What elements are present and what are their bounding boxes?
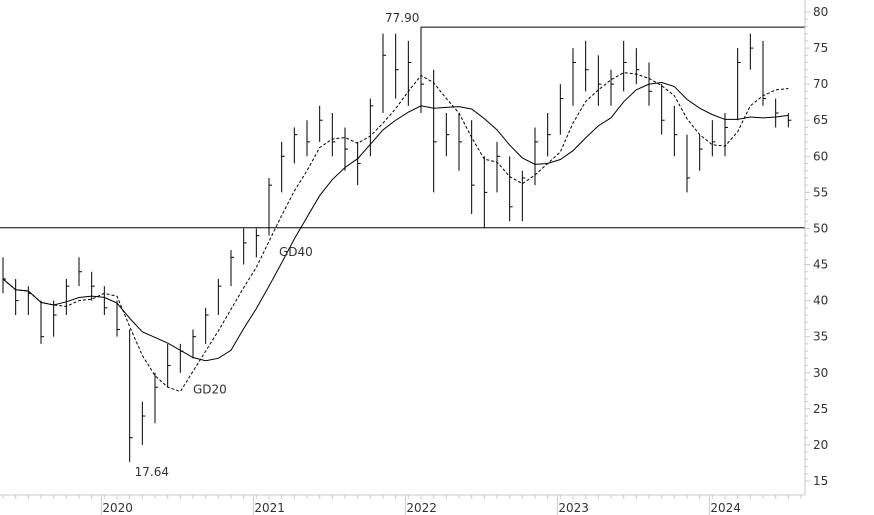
- price-bar: [357, 141, 361, 186]
- price-bar: [395, 33, 399, 99]
- price-bar: [27, 286, 32, 316]
- y-tick-label: 55: [813, 185, 828, 199]
- price-bar: [749, 33, 754, 70]
- price-bar: [686, 134, 690, 193]
- price-bar: [661, 84, 665, 135]
- y-tick-label: 25: [813, 402, 828, 416]
- y-tick-label: 20: [813, 438, 828, 452]
- price-bar: [205, 307, 209, 344]
- x-tick-label: 2021: [254, 501, 285, 515]
- y-tick-label: 65: [813, 113, 828, 127]
- price-bar: [129, 329, 133, 462]
- price-bar: [2, 257, 6, 294]
- price-bar: [382, 33, 386, 114]
- price-bar: [217, 278, 222, 316]
- price-bar: [445, 113, 450, 157]
- price-bar: [78, 257, 82, 287]
- y-tick-label: 35: [813, 330, 828, 344]
- price-bar: [610, 69, 614, 106]
- price-bar: [559, 84, 564, 135]
- price-bar: [597, 55, 602, 106]
- y-tick-label: 80: [813, 5, 828, 19]
- ma-label: GD20: [193, 382, 227, 396]
- price-bar: [521, 170, 526, 222]
- price-bar: [547, 113, 551, 157]
- price-bar: [319, 105, 323, 142]
- y-tick-label: 50: [813, 221, 828, 235]
- ma-label: GD40: [279, 245, 313, 259]
- price-bar: [255, 228, 260, 258]
- price-bar: [458, 113, 462, 171]
- price-bar: [433, 69, 437, 193]
- price-bar: [471, 120, 475, 215]
- price-bar: [344, 127, 348, 171]
- price-bar: [53, 300, 57, 337]
- x-axis: 2020 2021 2022 2023 2024: [0, 494, 805, 515]
- price-bar: [369, 98, 374, 157]
- price-bar: [420, 27, 424, 114]
- x-tick-label: 2022: [406, 501, 437, 515]
- y-tick-label: 40: [813, 294, 828, 308]
- price-bar: [293, 127, 298, 164]
- price-bar: [762, 40, 766, 106]
- price-bar: [179, 343, 184, 373]
- price-bar: [268, 177, 272, 236]
- price-bar: [167, 343, 171, 388]
- plot-area: GD20 GD40 77.90 17.64: [0, 11, 805, 479]
- price-bar: [116, 300, 120, 337]
- price-bar: [711, 120, 716, 157]
- price-bar: [724, 113, 728, 157]
- y-tick-label: 15: [813, 474, 828, 488]
- price-bar: [65, 278, 70, 316]
- annotation-label: 77.90: [385, 11, 419, 25]
- x-tick-label: 2024: [710, 501, 741, 515]
- y-axis: 15 20 25 30 35 40 45 50 55 60 65 70 75 80: [804, 0, 828, 495]
- price-bar: [635, 48, 640, 85]
- price-bar: [483, 156, 488, 229]
- y-tick-label: 30: [813, 366, 828, 380]
- price-bar: [496, 141, 500, 193]
- price-bar: [534, 127, 538, 186]
- price-bar: [15, 278, 19, 316]
- price-bar: [230, 250, 234, 287]
- price-bar: [306, 120, 310, 157]
- price-bar: [737, 48, 741, 121]
- price-bar: [509, 156, 513, 222]
- price-bar: [623, 40, 627, 92]
- price-bar: [243, 228, 247, 265]
- price-bar: [141, 401, 146, 445]
- y-tick-label: 75: [813, 41, 828, 55]
- price-bar: [154, 372, 158, 424]
- y-tick-label: 60: [813, 149, 828, 163]
- price-bar: [281, 141, 285, 193]
- price-bar: [331, 113, 336, 157]
- y-tick-label: 45: [813, 258, 828, 272]
- price-bar: [572, 48, 576, 106]
- price-bar: [407, 40, 412, 106]
- annotation-label: 17.64: [135, 465, 169, 479]
- moving-average-gd40: [2, 82, 789, 362]
- price-bar: [192, 329, 196, 359]
- price-bar: [40, 300, 44, 344]
- price-bar: [103, 286, 108, 316]
- price-bar: [775, 98, 779, 128]
- price-bar: [699, 134, 703, 171]
- price-bar: [673, 105, 678, 157]
- x-tick-label: 2020: [102, 501, 133, 515]
- y-tick-label: 70: [813, 77, 828, 91]
- price-bar: [585, 40, 589, 92]
- x-tick-label: 2023: [558, 501, 589, 515]
- price-bar: [787, 113, 792, 128]
